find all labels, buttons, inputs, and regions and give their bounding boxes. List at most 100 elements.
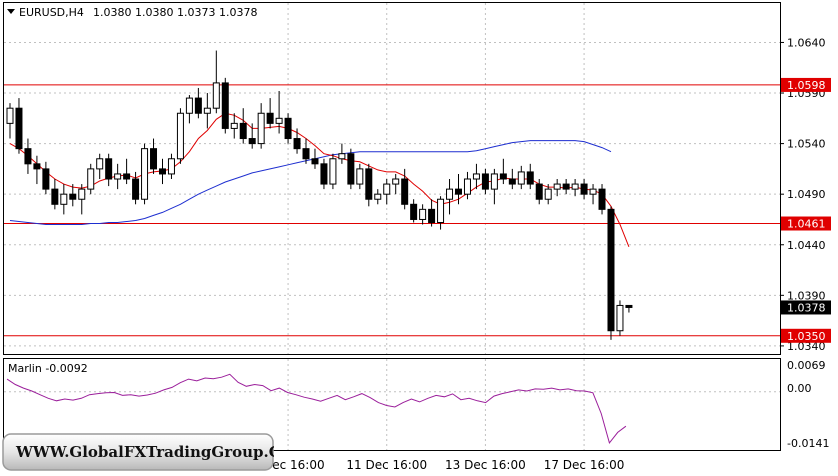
current-price-label: 1.0378: [787, 301, 826, 314]
candle-body-down: [607, 208, 615, 332]
candle-body-up: [490, 173, 498, 190]
candle-body-down: [508, 178, 516, 185]
candle-body-down: [284, 117, 292, 140]
candle-body-down: [239, 122, 247, 140]
candle-body-up: [114, 173, 122, 180]
candle-body-up: [392, 178, 400, 185]
candle-body-down: [221, 82, 229, 129]
candle-body-up: [230, 122, 238, 129]
x-tick-label: 13 Dec 16:00: [445, 458, 526, 472]
candle: [616, 300, 624, 336]
candle: [401, 168, 409, 210]
candle: [347, 148, 355, 190]
candle-body-up: [374, 193, 382, 200]
candle: [607, 206, 615, 340]
level-lines: [4, 84, 780, 337]
time-axis: 9 Dec 16:00 11 Dec 16:00 13 Dec 16:00 17 De…: [252, 458, 625, 472]
candle: [69, 184, 77, 207]
candle: [42, 161, 50, 195]
candle-body-up: [167, 158, 175, 175]
osc-scale-bottom: -0.0141: [787, 437, 829, 450]
candle: [150, 138, 158, 174]
candle: [51, 179, 59, 210]
y-tick-label: 1.0390: [787, 289, 826, 302]
osc-scale-top: 0.0069: [787, 359, 826, 372]
candle: [15, 98, 23, 154]
candle-body-up: [176, 112, 184, 160]
chart-symbol: EURUSD,H4: [19, 6, 84, 19]
candle: [553, 179, 561, 197]
candle-body-up: [544, 188, 552, 200]
candle-body-up: [338, 153, 346, 160]
candle: [625, 304, 633, 313]
candle: [141, 143, 149, 205]
price-axis: 1.06401.05901.05401.04901.04401.03901.03…: [780, 36, 831, 353]
candle: [338, 143, 346, 164]
candle-body-up: [437, 198, 445, 224]
candle-body-up: [419, 208, 427, 220]
candle-body-up: [616, 304, 624, 332]
candle-body-down: [105, 158, 113, 180]
candle: [96, 153, 104, 180]
candle: [311, 148, 319, 169]
candle-body-down: [42, 168, 50, 190]
slow-ma-line: [9, 140, 612, 225]
candle-body-down: [266, 112, 274, 124]
candle-body-down: [248, 138, 256, 145]
candle: [302, 138, 310, 164]
candle: [275, 91, 283, 134]
candle-body-up: [185, 97, 193, 114]
candle: [446, 179, 454, 215]
candle: [132, 171, 140, 205]
candle: [203, 93, 211, 129]
candle: [428, 199, 436, 227]
candle: [158, 158, 166, 185]
watermark-badge: [2, 433, 274, 471]
chart-ohlc: 1.0380 1.0380 1.0373 1.0378: [93, 6, 257, 19]
candle: [266, 98, 274, 129]
candle-body-down: [365, 168, 373, 200]
candle: [535, 179, 543, 205]
marlin-oscillator: [4, 373, 780, 444]
candle: [194, 87, 202, 119]
slow-moving-average: [9, 140, 612, 225]
candle: [517, 165, 525, 190]
candle: [589, 184, 597, 205]
candle: [60, 184, 68, 215]
candle-body-down: [150, 148, 158, 170]
candle: [123, 158, 131, 185]
candle: [544, 184, 552, 205]
oscillator-axis: 0.0069 0.00 -0.0141: [787, 359, 829, 450]
candle-body-up: [257, 112, 265, 145]
candle-body-down: [15, 107, 23, 150]
candle: [105, 153, 113, 187]
candle-body-down: [410, 203, 418, 220]
y-tick-label: 1.0640: [787, 36, 826, 49]
candle: [410, 199, 418, 223]
candle: [293, 128, 301, 154]
candle-body-up: [6, 107, 14, 124]
candle: [455, 173, 462, 205]
level-price-tag: [781, 216, 831, 231]
candle: [508, 168, 516, 190]
candle-body-down: [535, 183, 543, 200]
candlesticks: [6, 50, 633, 340]
x-tick-label: 17 Dec 16:00: [544, 458, 625, 472]
candle: [374, 189, 382, 205]
candle: [212, 50, 220, 114]
candle-body-down: [194, 97, 202, 114]
candle-body-up: [517, 171, 525, 185]
candle: [284, 113, 292, 144]
y-tick-label: 1.0490: [787, 188, 826, 201]
y-tick-label: 1.0340: [787, 340, 826, 353]
candle-body-up: [356, 168, 364, 185]
candle: [580, 179, 588, 200]
chart-menu-triangle-icon[interactable]: [7, 9, 15, 14]
level-price-label: 1.0461: [787, 218, 826, 231]
candle: [481, 168, 489, 195]
candle-body-down: [499, 173, 507, 180]
indicator-label: Marlin -0.0092: [8, 362, 88, 375]
candle: [383, 179, 391, 205]
candle-body-down: [158, 168, 166, 175]
